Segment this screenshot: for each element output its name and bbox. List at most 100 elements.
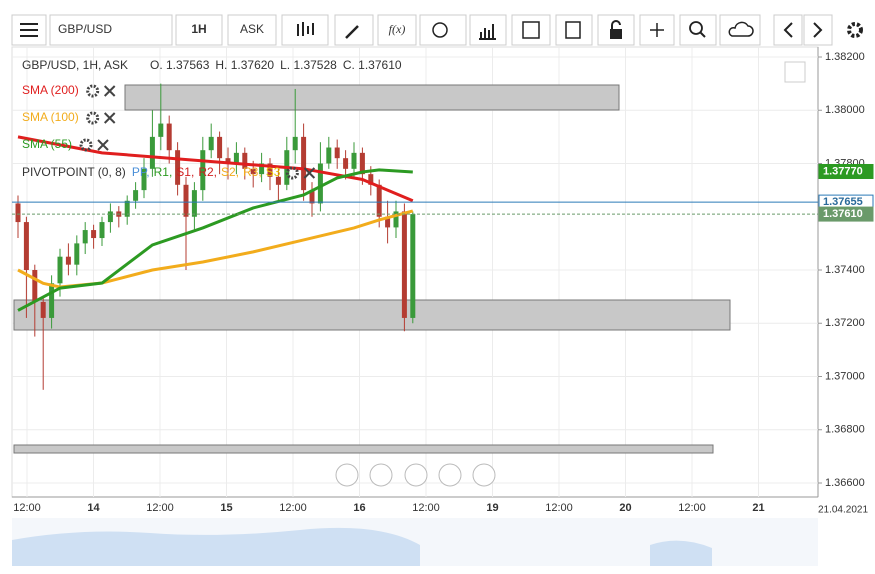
candle-body [393,211,399,228]
candle-body [23,222,29,270]
indicator-name: SMA (100) [22,110,79,124]
forward-button[interactable] [803,14,833,46]
bars-icon [479,24,496,40]
reset-button[interactable] [404,463,428,487]
symbol: GBP/USD [58,22,112,36]
price-tag [818,206,874,222]
candle-body [107,211,113,223]
candle-body [15,203,21,223]
candle-body [259,163,265,175]
forward-icon [813,22,823,38]
indicator-name: SMA (200) [22,83,79,97]
time-tick-label: 12:00 [545,502,573,514]
candle-body [292,136,298,151]
candle-body [317,163,323,204]
candle-body [91,230,97,239]
back-button[interactable] [773,14,803,46]
timeframe-button[interactable] [175,14,223,46]
price-tick-label: 1.37400 [825,264,865,276]
pivot-level: PP, [132,165,150,179]
indicator-settings[interactable] [285,166,299,180]
candle-body [183,184,189,217]
zone-rectangle [13,299,731,331]
symbol-input[interactable] [49,14,173,46]
price-tag [818,163,874,179]
sma-line [17,168,413,312]
time-tick-label: 12:00 [678,502,706,514]
candle-icon [297,22,314,36]
candle-body [401,211,407,318]
zone-rectangle [124,84,620,111]
pivot-level: S1, [176,165,194,179]
zoom-button[interactable] [679,14,717,46]
cloud-button[interactable] [719,14,761,46]
indicator-remove[interactable] [303,167,316,179]
report-icon [565,21,581,39]
time-tick-label: 15 [220,502,232,514]
candle-body [376,184,382,217]
candle-body [149,136,155,169]
candle-body [99,222,105,239]
price-type: ASK [240,22,264,36]
formula-button[interactable] [377,14,417,46]
candle-body [368,174,374,185]
candle-body [343,158,349,169]
candle-body [166,123,172,151]
calendar-button[interactable] [511,14,551,46]
info-button[interactable] [419,14,467,46]
indicator-settings[interactable] [79,138,93,152]
indicator-name: SMA (55) [22,137,72,151]
scroll-right-button[interactable] [472,463,496,487]
price-tag-label: 1.37610 [823,208,863,220]
time-tick-label: 16 [353,502,365,514]
navigation [335,463,496,487]
candle-body [267,163,273,177]
zoom-out-button[interactable] [369,463,393,487]
date-label: 21.04.2021 [818,505,868,516]
indicator-remove[interactable] [103,85,116,97]
price-tick-label: 1.36800 [825,424,865,436]
price-type-button[interactable] [227,14,277,46]
price-tick-label: 1.38200 [825,51,865,63]
candle-body [334,147,340,159]
zoom-handle [699,31,706,38]
calendar-icon [522,21,540,39]
report-button[interactable] [555,14,593,46]
candle-body [351,152,357,169]
candle-body [233,152,239,164]
pivot-level: R3, [243,165,262,179]
zone-rectangle [13,444,714,454]
candle-body [217,136,223,159]
sma-line [17,209,414,289]
crosshair-icon [650,23,664,37]
candle-body [410,214,416,318]
expand-button[interactable] [784,61,806,83]
lock-shackle [611,20,621,29]
scroll-left-button[interactable] [335,463,359,487]
toolbar: GBP/USD 1H ASK f(x) [11,14,863,46]
candle-body [359,152,365,175]
candle-body [57,256,63,284]
indicator-remove[interactable] [103,112,116,124]
ohlc-value: O. 1.37563 [150,58,210,72]
cloud-icon [728,21,754,37]
time-tick-label: 12:00 [279,502,307,514]
candle-body [208,136,214,151]
indicator-remove[interactable] [97,139,109,151]
time-tick-label: 21 [752,502,764,514]
zoom-in-button[interactable] [438,463,462,487]
candle-body [49,283,55,318]
time-tick-label: 12:00 [13,502,41,514]
plot [12,83,818,390]
ohlc-value: L. 1.37528 [280,58,337,72]
indicator-settings[interactable] [86,111,100,125]
zoom-icon [689,21,703,35]
settings-button[interactable] [847,22,863,38]
price-tag-label: 1.37770 [823,165,863,177]
candle-body [326,147,332,164]
indicator-settings[interactable] [86,84,100,98]
candle-body [225,158,231,164]
candle-body [32,270,38,302]
chart-type-button[interactable] [281,14,329,46]
